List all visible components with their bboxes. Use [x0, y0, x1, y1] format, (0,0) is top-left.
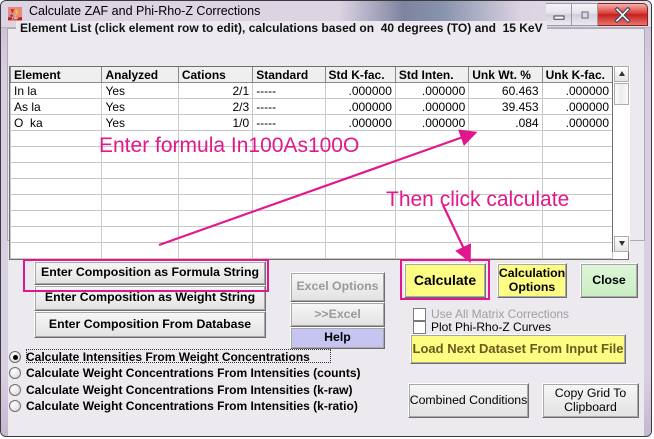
svg-text:ZAF: ZAF: [12, 16, 20, 20]
